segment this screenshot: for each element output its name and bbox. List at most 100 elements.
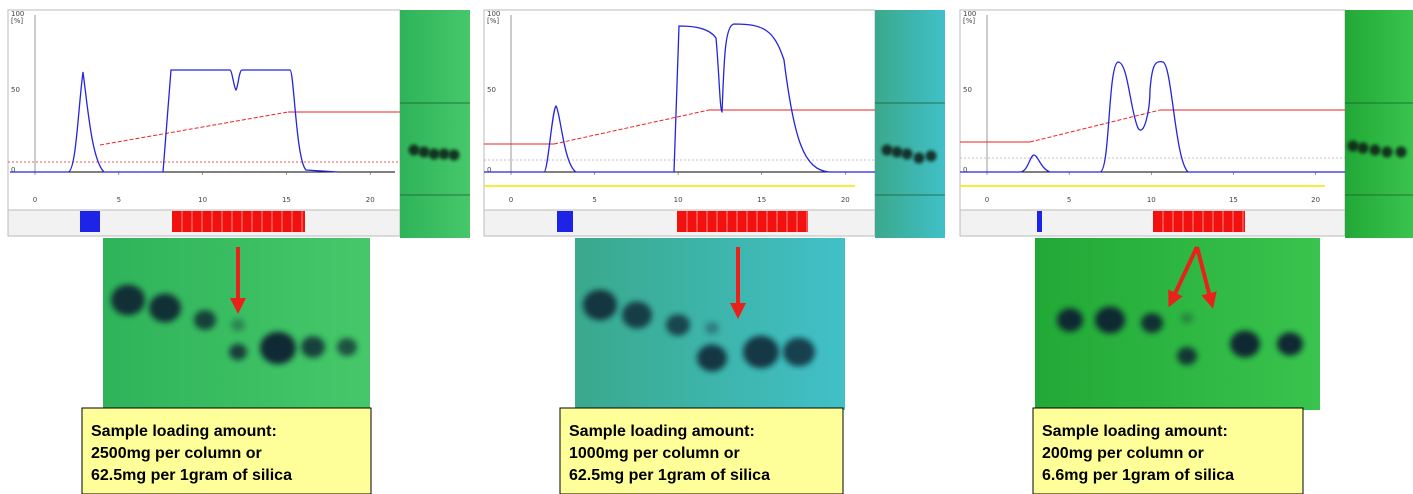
x-tick-label: 0 [33, 196, 37, 204]
uv-trace [960, 60, 1345, 173]
plate-spot [925, 150, 937, 162]
fraction-strip [959, 209, 1346, 237]
tlc-spot [260, 331, 296, 365]
plate-spot [1369, 144, 1381, 156]
plate-spot [1395, 146, 1407, 158]
caption-line: 2500mg per column or [91, 445, 262, 462]
y-tick-label: 0 [487, 166, 491, 174]
uv-trace [10, 69, 339, 173]
caption-line: 1000mg per column or [569, 445, 740, 462]
tlc-spot [583, 289, 617, 321]
gradient-dashed [1029, 109, 1161, 143]
tlc-spot [229, 343, 247, 361]
caption-box [559, 407, 844, 494]
x-tick-label: 5 [117, 196, 121, 204]
plate-spot [418, 146, 430, 158]
tlc-spot [666, 314, 690, 336]
plate-spot [891, 146, 903, 158]
tlc-plate [1345, 10, 1413, 238]
plate-spot [913, 152, 925, 164]
caption-box [81, 407, 372, 494]
arrow [1195, 246, 1217, 309]
plate-spot [1347, 140, 1359, 152]
panel: 100[%] 50 0 0 5 10 15 20 Sample loading amount: 2… [959, 9, 1413, 494]
x-tick-label: 5 [592, 196, 596, 204]
fraction-blue [80, 211, 100, 232]
tlc-spot [1230, 330, 1260, 358]
tlc-spot [337, 338, 357, 356]
tlc-spot [301, 336, 325, 358]
plate-spot [901, 148, 913, 160]
plate-spot [438, 148, 450, 160]
caption-line: Sample loading amount: [569, 423, 755, 440]
x-tick-label: 15 [282, 196, 291, 204]
y-tick-label: 100 [11, 10, 24, 18]
tlc-spot [111, 284, 145, 316]
caption-line: Sample loading amount: [1042, 423, 1228, 440]
plate-spot [881, 144, 893, 156]
gradient-line [960, 109, 1345, 143]
x-tick-label: 15 [1229, 196, 1238, 204]
fraction-red [1153, 211, 1245, 232]
y-tick-label: 0 [963, 166, 967, 174]
chart-frame [7, 9, 401, 211]
y-tick-label: 100 [487, 10, 500, 18]
x-tick-label: 20 [366, 196, 375, 204]
y-tick-label: 50 [11, 86, 20, 94]
gradient-dashed [553, 109, 710, 145]
tlc-spot [231, 318, 245, 332]
x-tick-label: 5 [1067, 196, 1071, 204]
plate-spot [448, 149, 460, 161]
panel: 100[%] 50 0 0 5 10 15 20 Sample loading amount: 2… [7, 9, 470, 494]
tlc-spot [1057, 308, 1083, 332]
tlc-plate [875, 10, 945, 238]
x-tick-label: 0 [985, 196, 989, 204]
x-tick-label: 10 [198, 196, 207, 204]
tlc-spot [705, 321, 719, 335]
x-tick-label: 10 [674, 196, 683, 204]
y-tick-label: 100 [963, 10, 976, 18]
panel: 100[%] 50 0 0 5 10 15 20 Sample loading amount: 1… [483, 9, 945, 494]
tlc-spot [1181, 312, 1193, 324]
x-tick-label: 15 [757, 196, 766, 204]
tlc-spot [1277, 332, 1303, 356]
gradient-dashed [99, 111, 289, 146]
y-tick-label: 0 [11, 166, 15, 174]
tlc-spot [697, 344, 727, 372]
tlc-spot [622, 301, 652, 329]
caption-box [1032, 407, 1304, 494]
caption-line: 62.5mg per 1gram of silica [91, 467, 292, 484]
tlc-plate [400, 10, 470, 238]
x-tick-label: 0 [509, 196, 513, 204]
tlc-spot [743, 335, 779, 369]
plate-spot [408, 144, 420, 156]
tlc-spot [194, 310, 216, 330]
y-tick-label: [%] [487, 17, 499, 25]
fraction-red [677, 211, 808, 232]
y-tick-label: [%] [963, 17, 975, 25]
tlc-spot [1177, 347, 1197, 365]
caption-line: 62.5mg per 1gram of silica [569, 467, 770, 484]
plate-spot [1357, 142, 1369, 154]
caption-line: 200mg per column or [1042, 445, 1204, 462]
tlc-spot [149, 293, 181, 323]
uv-trace [484, 23, 875, 173]
caption-line: Sample loading amount: [91, 423, 277, 440]
x-tick-label: 20 [1311, 196, 1320, 204]
caption-line: 6.6mg per 1gram of silica [1042, 467, 1234, 484]
tlc-spot [1141, 313, 1163, 333]
tlc-spot [1095, 306, 1125, 334]
x-tick-label: 20 [841, 196, 850, 204]
y-tick-label: 50 [963, 86, 972, 94]
fraction-blue [1037, 211, 1042, 232]
fraction-blue [557, 211, 573, 232]
tlc-spot [783, 337, 815, 367]
plate-spot [1381, 146, 1393, 158]
tlc-image [1035, 238, 1320, 410]
x-tick-label: 10 [1147, 196, 1156, 204]
y-tick-label: 50 [487, 86, 496, 94]
arrow [1168, 246, 1199, 308]
y-tick-label: [%] [11, 17, 23, 25]
